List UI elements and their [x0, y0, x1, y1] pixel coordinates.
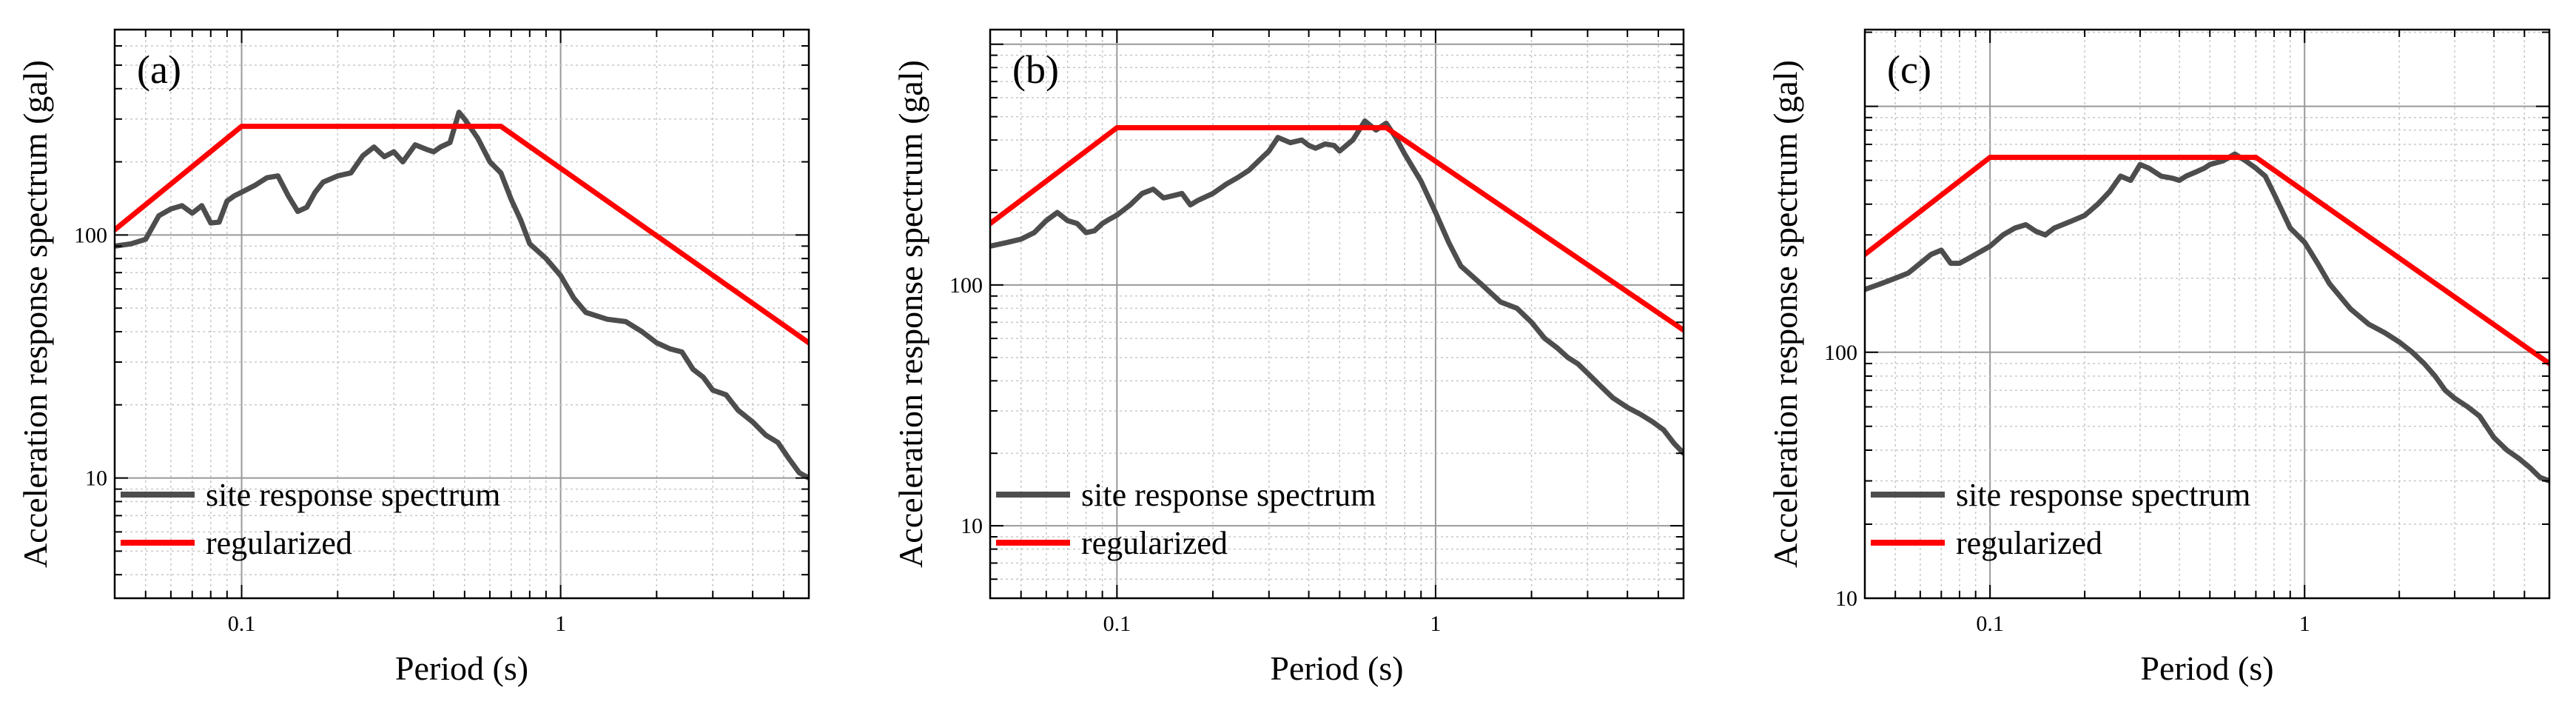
legend-label: site response spectrum [1081, 477, 1376, 513]
x-tick-label: 1 [555, 612, 566, 636]
y-axis-label: Acceleration response spectrum (gal) [892, 60, 929, 568]
x-axis-label: Period (s) [2140, 649, 2273, 687]
y-tick-label: 100 [74, 223, 107, 247]
y-tick-label: 10 [961, 514, 983, 538]
y-tick-label: 10 [85, 466, 107, 491]
x-tick-label: 0.1 [1103, 612, 1131, 636]
y-axis-label: Acceleration response spectrum (gal) [16, 60, 54, 568]
axes-frame [113, 28, 810, 600]
legend: site response spectrum regularized [121, 477, 500, 561]
panel-label: (c) [1887, 47, 1931, 92]
site-response-spectrum-line [990, 118, 1684, 456]
axes-frame [989, 28, 1685, 600]
legend: site response spectrum regularized [996, 477, 1376, 561]
legend-label: regularized [1081, 525, 1228, 561]
axes-frame [1863, 28, 2551, 600]
x-axis-label: Period (s) [1270, 649, 1403, 687]
site-response-spectrum-line [1865, 151, 2549, 483]
x-tick-label: 1 [1430, 612, 1441, 636]
legend-label: regularized [1956, 525, 2102, 561]
site-response-spectrum-line [115, 110, 809, 481]
regularized-line [115, 124, 809, 346]
grid [990, 30, 1684, 598]
y-tick-label: 10 [1835, 586, 1857, 611]
panel-label: (a) [137, 47, 181, 92]
regularized-line [990, 125, 1684, 333]
y-axis-label: Acceleration response spectrum (gal) [1766, 60, 1804, 568]
regularized-line [1865, 155, 2549, 366]
x-tick-label: 0.1 [228, 612, 256, 636]
panel-label: (b) [1012, 47, 1059, 92]
legend-label: site response spectrum [1956, 477, 2250, 513]
y-tick-label: 100 [949, 273, 983, 298]
x-axis-label: Period (s) [395, 649, 528, 687]
chart-panel-3: 0.1 1 10 100 Period (s) Acceleration response… [1766, 28, 2551, 687]
chart-panel-2: 0.1 1 10 100 Period (s) Acceleration response… [892, 28, 1685, 687]
legend-label: site response spectrum [206, 477, 500, 513]
chart-panel-1: 0.1 1 10 100 Period (s) Acceleration response… [16, 28, 810, 687]
x-tick-label: 1 [2299, 612, 2310, 636]
grid [1865, 30, 2549, 598]
legend-label: regularized [206, 525, 352, 561]
legend: site response spectrum regularized [1871, 477, 2250, 561]
y-tick-label: 100 [1824, 341, 1857, 365]
x-tick-label: 0.1 [1976, 612, 2004, 636]
